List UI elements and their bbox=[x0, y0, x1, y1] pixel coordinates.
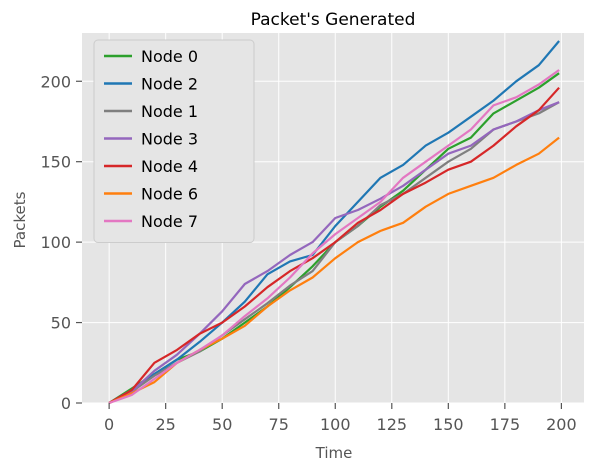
x-tick-label: 200 bbox=[546, 415, 577, 434]
y-tick-label: 50 bbox=[51, 314, 71, 333]
y-tick-label: 100 bbox=[40, 233, 71, 252]
legend-label: Node 6 bbox=[141, 185, 198, 204]
x-tick-label: 125 bbox=[377, 415, 408, 434]
series-lines bbox=[108, 40, 560, 405]
chart-title: Packet's Generated bbox=[251, 10, 416, 30]
x-tick-label: 175 bbox=[490, 415, 521, 434]
x-tick-label: 75 bbox=[269, 415, 289, 434]
legend-label: Node 3 bbox=[141, 130, 198, 149]
x-axis-label: Time bbox=[315, 444, 353, 462]
series-line-node-2 bbox=[108, 40, 560, 404]
legend: Node 0 Node 2 Node 1 Node 3 Node 4 Node 6 Node… bbox=[93, 39, 255, 243]
legend-label: Node 1 bbox=[141, 102, 198, 121]
x-tick-label: 100 bbox=[320, 415, 351, 434]
legend-label: Node 2 bbox=[141, 75, 198, 94]
x-tick-label: 0 bbox=[104, 415, 114, 434]
y-tick-label: 0 bbox=[61, 394, 71, 413]
y-tick-label: 150 bbox=[40, 153, 71, 172]
legend-label: Node 0 bbox=[141, 47, 198, 66]
axes: 0 25 50 75 100 125 150 175 200 0 50 100 150 200 bbox=[40, 72, 576, 434]
y-tick-label: 200 bbox=[40, 72, 71, 91]
y-axis-label: Packets bbox=[11, 191, 29, 248]
series-line-node-3 bbox=[108, 101, 560, 404]
legend-box bbox=[93, 39, 255, 243]
legend-label: Node 7 bbox=[141, 212, 198, 231]
legend-label: Node 4 bbox=[141, 157, 198, 176]
x-tick-label: 25 bbox=[155, 415, 175, 434]
series-line-node-4 bbox=[108, 86, 560, 404]
x-tick-label: 150 bbox=[433, 415, 464, 434]
series-line-node-7 bbox=[108, 69, 560, 405]
x-tick-label: 50 bbox=[212, 415, 232, 434]
